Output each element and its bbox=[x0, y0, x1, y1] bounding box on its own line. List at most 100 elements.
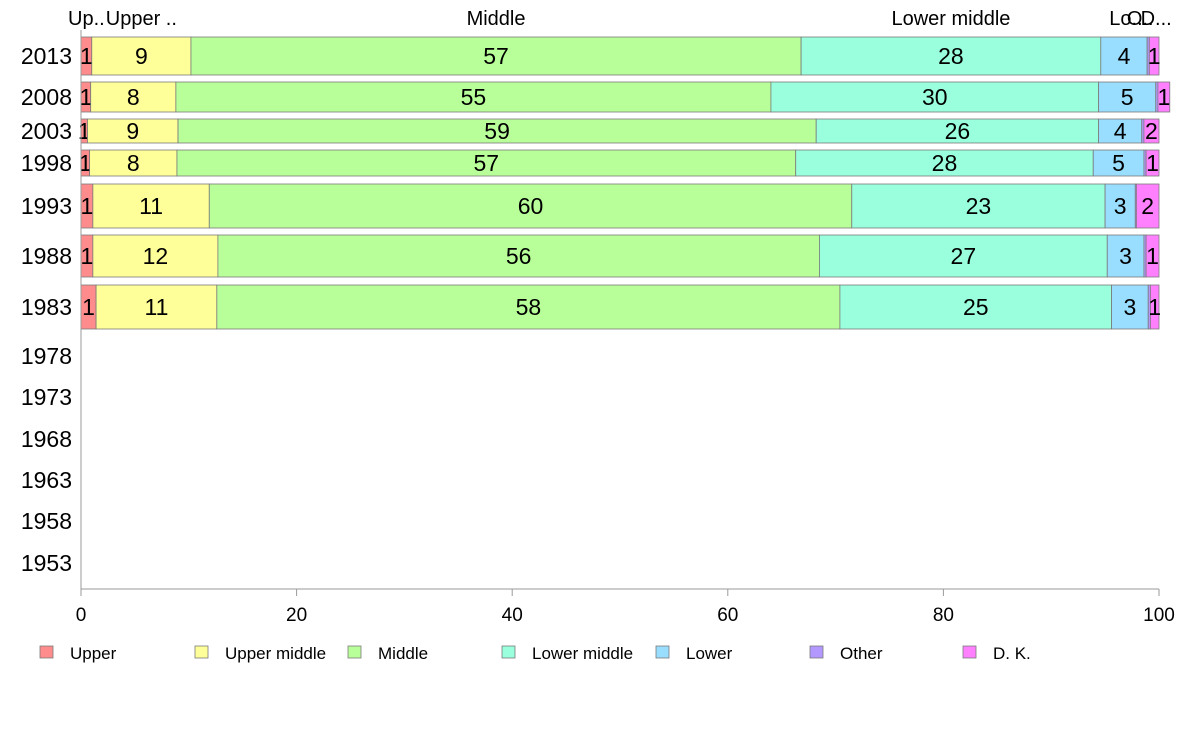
data-label: 11 bbox=[139, 193, 163, 219]
year-label: 1993 bbox=[21, 193, 72, 219]
legend-swatch bbox=[194, 645, 209, 659]
data-label: 55 bbox=[461, 84, 487, 110]
year-label: 1953 bbox=[21, 550, 72, 576]
bar-segment bbox=[839, 284, 1112, 330]
data-label: 30 bbox=[922, 84, 948, 110]
x-tick-label: 0 bbox=[76, 605, 87, 626]
bar-segment bbox=[1145, 234, 1160, 278]
legend-swatch bbox=[809, 645, 824, 659]
legend-label: D. K. bbox=[993, 644, 1031, 663]
bar-segment bbox=[92, 234, 219, 278]
data-label: 56 bbox=[506, 243, 532, 269]
data-label: 11 bbox=[145, 294, 169, 320]
data-label: 28 bbox=[938, 43, 964, 69]
bar-segment bbox=[1106, 234, 1145, 278]
data-label: 57 bbox=[474, 150, 500, 176]
x-tick-label: 20 bbox=[286, 605, 307, 626]
bar-segment bbox=[1135, 183, 1160, 229]
segment-header-label: Lo.. bbox=[1109, 8, 1142, 30]
data-label: 1 bbox=[1157, 84, 1170, 110]
x-tick-label: 60 bbox=[717, 605, 738, 626]
segment-header-label: Up.. bbox=[68, 8, 105, 30]
data-label: 5 bbox=[1121, 84, 1134, 110]
data-label: 4 bbox=[1114, 118, 1127, 144]
data-label: 2 bbox=[1145, 118, 1158, 144]
bar-segment bbox=[190, 36, 802, 76]
data-label: 3 bbox=[1119, 243, 1132, 269]
year-label: 1998 bbox=[21, 150, 72, 176]
legend-label: Lower bbox=[686, 644, 733, 663]
year-label: 1963 bbox=[21, 467, 72, 493]
data-label: 1 bbox=[1146, 150, 1159, 176]
data-label: 1 bbox=[1148, 294, 1161, 320]
bar-segment bbox=[217, 234, 820, 278]
data-label: 1 bbox=[1148, 43, 1161, 69]
data-label: 59 bbox=[484, 118, 510, 144]
legend-label: Upper bbox=[70, 644, 117, 663]
bar-segment bbox=[1157, 81, 1171, 113]
year-label: 1973 bbox=[21, 384, 72, 410]
bar-segment bbox=[177, 118, 817, 144]
bar-segment bbox=[95, 284, 218, 330]
data-label: 1 bbox=[79, 84, 92, 110]
data-label: 1 bbox=[81, 243, 94, 269]
bar-segment bbox=[1145, 149, 1160, 177]
bar-segment bbox=[1149, 284, 1160, 330]
segment-header-label: Middle bbox=[467, 8, 526, 30]
legend-label: Middle bbox=[378, 644, 428, 663]
bar-segment bbox=[1098, 81, 1157, 113]
x-tick-label: 40 bbox=[502, 605, 523, 626]
data-label: 12 bbox=[143, 243, 169, 269]
bar-segment bbox=[216, 284, 841, 330]
data-label: 25 bbox=[963, 294, 989, 320]
legend-swatch bbox=[655, 645, 670, 659]
year-label: 1978 bbox=[21, 343, 72, 369]
data-label: 1 bbox=[1146, 243, 1159, 269]
data-label: 4 bbox=[1118, 43, 1131, 69]
segment-header-label: O.. bbox=[1127, 8, 1154, 30]
year-label: 1968 bbox=[21, 426, 72, 452]
bar-segment bbox=[89, 149, 178, 177]
bar-segment bbox=[1143, 118, 1160, 144]
legend-swatch bbox=[501, 645, 516, 659]
data-label: 1 bbox=[80, 43, 93, 69]
data-label: 9 bbox=[135, 43, 148, 69]
bar-segment bbox=[1111, 284, 1149, 330]
legend-swatch bbox=[347, 645, 362, 659]
bar-segment bbox=[176, 149, 797, 177]
year-label: 1958 bbox=[21, 508, 72, 534]
data-label: 27 bbox=[951, 243, 977, 269]
data-label: 58 bbox=[516, 294, 542, 320]
year-label: 2013 bbox=[21, 43, 72, 69]
x-tick-label: 100 bbox=[1143, 605, 1175, 626]
data-label: 3 bbox=[1123, 294, 1136, 320]
year-label: 1988 bbox=[21, 243, 72, 269]
data-label: 9 bbox=[126, 118, 139, 144]
bar-segment bbox=[90, 81, 177, 113]
legend-swatch bbox=[962, 645, 977, 659]
bar-segment bbox=[1104, 183, 1136, 229]
bar-segment bbox=[815, 118, 1100, 144]
data-label: 2 bbox=[1141, 193, 1154, 219]
data-label: 1 bbox=[81, 193, 94, 219]
legend-swatch bbox=[39, 645, 54, 659]
data-label: 3 bbox=[1114, 193, 1127, 219]
data-label: 5 bbox=[1112, 150, 1125, 176]
data-label: 57 bbox=[483, 43, 509, 69]
data-label: 8 bbox=[127, 84, 140, 110]
bar-segment bbox=[819, 234, 1108, 278]
segment-header-label: D... bbox=[1141, 8, 1172, 30]
bar-segment bbox=[1148, 36, 1160, 76]
bar-segment bbox=[851, 183, 1106, 229]
data-label: 26 bbox=[945, 118, 971, 144]
segment-header-label: Upper .. bbox=[106, 8, 177, 30]
bar-segment bbox=[208, 183, 853, 229]
legend-label: Lower middle bbox=[532, 644, 633, 663]
bar-segment bbox=[92, 183, 210, 229]
data-label: 1 bbox=[82, 294, 95, 320]
year-label: 2008 bbox=[21, 84, 72, 110]
bar-segment bbox=[87, 118, 179, 144]
year-label: 1983 bbox=[21, 294, 72, 320]
x-tick-label: 80 bbox=[933, 605, 954, 626]
